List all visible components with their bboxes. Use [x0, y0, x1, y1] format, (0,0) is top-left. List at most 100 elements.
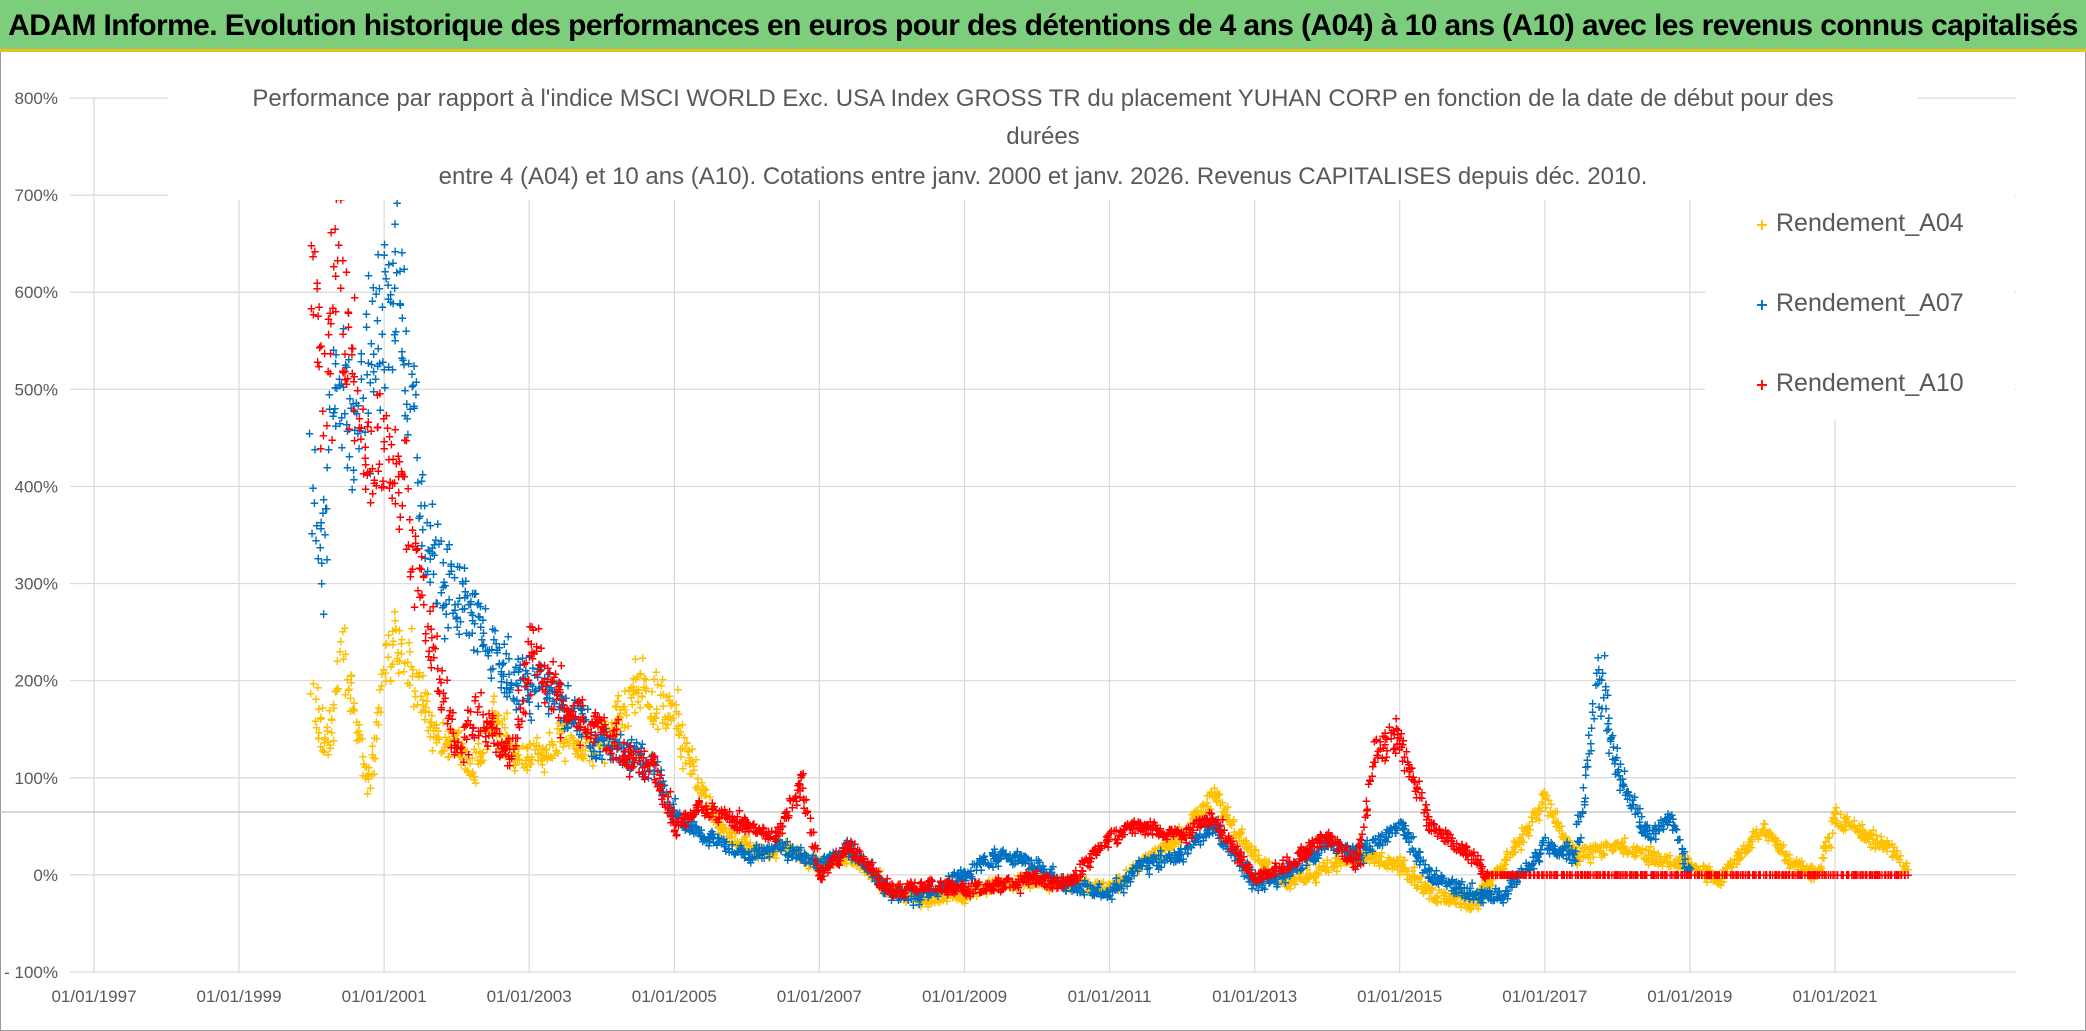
- data-point: +: [716, 817, 726, 831]
- data-point: +: [593, 732, 603, 746]
- data-point: +: [807, 850, 817, 864]
- data-point: +: [367, 767, 377, 781]
- data-point: +: [320, 731, 330, 745]
- data-point: +: [319, 607, 329, 621]
- y-tick-label: 700%: [15, 186, 58, 205]
- data-point: +: [456, 758, 466, 772]
- data-point: +: [494, 744, 504, 758]
- data-point: +: [688, 755, 698, 769]
- data-point: +: [479, 721, 489, 735]
- data-point: +: [474, 736, 484, 750]
- data-point: +: [899, 886, 909, 900]
- data-point: +: [901, 895, 911, 909]
- data-point: +: [833, 854, 843, 868]
- data-point: +: [438, 715, 448, 729]
- data-point: +: [322, 720, 332, 734]
- data-point: +: [720, 821, 730, 835]
- data-point: +: [381, 637, 391, 651]
- data-point: +: [742, 829, 752, 843]
- grid-layer: [0, 97, 2016, 973]
- data-point: +: [332, 682, 342, 696]
- data-point: +: [414, 670, 424, 684]
- data-point: +: [880, 883, 890, 897]
- data-point: +: [425, 715, 435, 729]
- data-point: +: [475, 745, 485, 759]
- data-point: +: [792, 851, 802, 865]
- data-point: +: [354, 718, 364, 732]
- x-tick-label: 01/01/2013: [1212, 987, 1297, 1006]
- data-point: +: [390, 604, 400, 618]
- data-point: +: [855, 849, 865, 863]
- data-point: +: [1619, 764, 1629, 778]
- data-point: +: [463, 765, 473, 779]
- data-point: +: [661, 721, 671, 735]
- data-point: +: [428, 567, 438, 581]
- data-point: +: [325, 741, 335, 755]
- data-point: +: [866, 869, 876, 883]
- data-point: +: [743, 845, 753, 859]
- data-point: +: [680, 741, 690, 755]
- data-point: +: [585, 735, 595, 749]
- data-point: +: [390, 281, 400, 295]
- y-tick-label: 300%: [15, 575, 58, 594]
- data-point: +: [864, 868, 874, 882]
- data-point: +: [313, 731, 323, 745]
- data-point: +: [492, 715, 502, 729]
- data-point: +: [313, 681, 323, 695]
- data-point: +: [769, 846, 779, 860]
- data-point: +: [532, 738, 542, 752]
- data-point: +: [476, 756, 486, 770]
- data-point: +: [366, 781, 376, 795]
- data-point: +: [304, 427, 314, 441]
- data-point: +: [606, 728, 616, 742]
- data-point: +: [478, 746, 488, 760]
- data-point: +: [890, 883, 900, 897]
- data-point: +: [866, 872, 876, 886]
- data-point: +: [488, 695, 498, 709]
- data-point: +: [459, 561, 469, 575]
- data-point: +: [457, 750, 467, 764]
- data-point: +: [316, 441, 326, 455]
- data-point: +: [539, 751, 549, 765]
- data-point: +: [405, 644, 415, 658]
- data-point: +: [917, 893, 927, 907]
- data-point: +: [543, 748, 553, 762]
- tick-layer: - 100%0%100%200%300%400%500%600%700%800%…: [4, 89, 1877, 1006]
- data-point: +: [322, 552, 332, 566]
- data-point: +: [341, 265, 351, 279]
- data-point: +: [782, 837, 792, 851]
- data-point: +: [850, 849, 860, 863]
- data-point: +: [425, 720, 435, 734]
- data-point: +: [511, 748, 521, 762]
- data-point: +: [347, 703, 357, 717]
- data-point: +: [799, 856, 809, 870]
- x-tick-label: 01/01/2005: [632, 987, 717, 1006]
- data-point: +: [327, 433, 337, 447]
- data-point: +: [342, 673, 352, 687]
- data-point: +: [732, 838, 742, 852]
- data-point: +: [775, 841, 785, 855]
- data-point: +: [1600, 649, 1610, 663]
- y-tick-label: 100%: [15, 769, 58, 788]
- data-point: +: [431, 718, 441, 732]
- data-point: +: [766, 845, 776, 859]
- data-point: +: [490, 720, 500, 734]
- data-point: +: [353, 383, 363, 397]
- data-point: +: [698, 781, 708, 795]
- data-point: +: [569, 741, 579, 755]
- data-point: +: [314, 702, 324, 716]
- data-point: +: [443, 750, 453, 764]
- data-point: +: [537, 758, 547, 772]
- data-point: +: [469, 772, 479, 786]
- data-point: +: [324, 703, 334, 717]
- data-point: +: [787, 843, 797, 857]
- data-point: +: [547, 735, 557, 749]
- data-point: +: [619, 721, 629, 735]
- data-point: +: [317, 576, 327, 590]
- data-point: +: [312, 276, 322, 290]
- data-point: +: [346, 668, 356, 682]
- data-point: +: [811, 849, 821, 863]
- data-point: +: [362, 320, 372, 334]
- data-point: +: [734, 838, 744, 852]
- data-point: +: [344, 682, 354, 696]
